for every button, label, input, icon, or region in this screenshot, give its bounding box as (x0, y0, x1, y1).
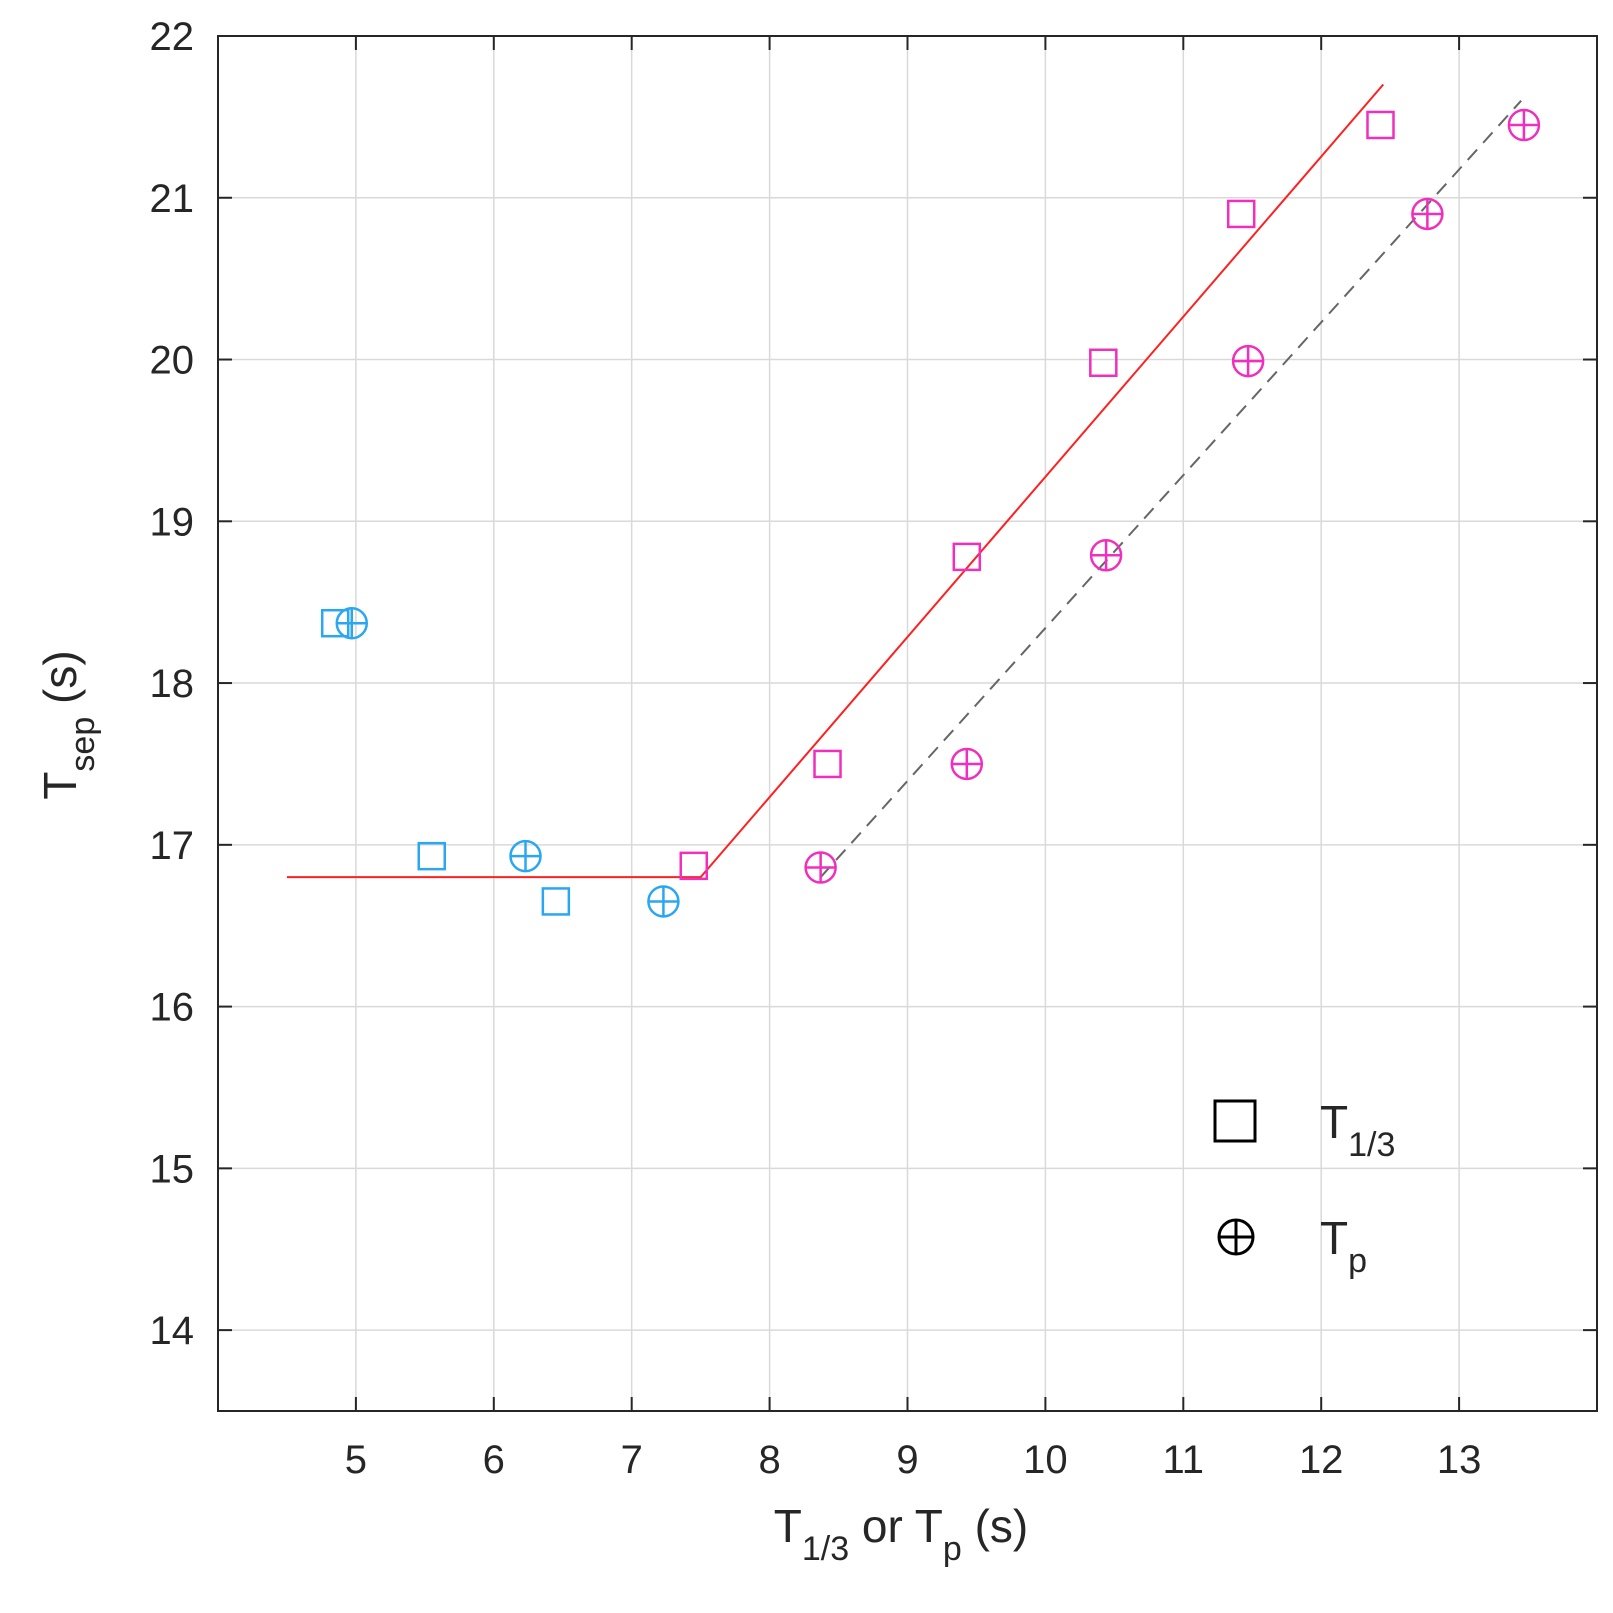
square-marker (679, 851, 709, 881)
solid-fit-line (286, 83, 1385, 879)
x-tick-label: 5 (345, 1438, 367, 1482)
x-tick-label: 11 (1163, 1438, 1205, 1482)
y-axis-title-sub: sep (64, 717, 102, 772)
x-tick-label: 7 (621, 1438, 643, 1482)
circle-plus-marker (509, 839, 542, 873)
ticks (218, 35, 1597, 1411)
y-tick-label: 21 (150, 177, 195, 221)
legend-label-t13: T1/3 (1320, 1096, 1395, 1164)
square-marker (1226, 199, 1256, 229)
square-marker (417, 841, 446, 871)
tick-labels: 5 6 7 8 9 10 11 12 13 14 15 16 17 18 19 20 21 22 (150, 15, 1482, 1482)
legend-label-tp: Tp (1320, 1212, 1367, 1280)
y-tick-label: 16 (150, 986, 195, 1030)
y-tick-label: 20 (150, 339, 195, 383)
x-axis-title: T1/3 or Tp (s) (774, 1500, 1028, 1568)
square-marker (813, 749, 842, 779)
circle-plus-marker (1411, 197, 1444, 231)
y-tick-label: 19 (150, 500, 195, 544)
y-tick-label: 17 (150, 824, 195, 868)
circle-plus-marker (950, 747, 984, 781)
y-tick-label: 22 (150, 15, 195, 59)
fit-lines (286, 83, 1522, 879)
legend-square-marker (1213, 1099, 1257, 1143)
legend: T1/3 Tp (1213, 1096, 1395, 1280)
x-axis-title-mid: or T (849, 1500, 943, 1552)
circle-plus-marker (335, 606, 369, 640)
square-marker (952, 542, 982, 572)
x-tick-label: 13 (1437, 1438, 1482, 1482)
grid (218, 35, 1597, 1411)
x-tick-label: 6 (483, 1438, 505, 1482)
circle-plus-marker (1507, 108, 1541, 142)
x-tick-label: 8 (758, 1438, 780, 1482)
x-tick-label: 9 (896, 1438, 918, 1482)
x-tick-label: 10 (1023, 1438, 1068, 1482)
y-tick-label: 18 (150, 662, 195, 706)
x-axis-title-main: T (774, 1500, 802, 1552)
x-axis-title-sub2: p (943, 1530, 962, 1568)
circle-plus-marker (647, 885, 680, 918)
circle-plus-marker (804, 851, 837, 884)
data-points (320, 108, 1541, 918)
circle-plus-marker (1231, 344, 1265, 378)
square-marker (541, 887, 571, 916)
square-marker (1089, 348, 1118, 378)
x-axis-title-sub: 1/3 (802, 1530, 849, 1568)
y-axis-title-unit: (s) (34, 650, 86, 716)
legend-circle-plus-marker (1217, 1218, 1255, 1256)
y-tick-label: 15 (150, 1147, 195, 1191)
y-tick-label: 14 (150, 1309, 195, 1353)
dashed-fit-line (819, 100, 1522, 878)
circle-plus-marker (1089, 539, 1123, 572)
x-tick-label: 12 (1299, 1438, 1344, 1482)
x-axis-title-unit: (s) (962, 1500, 1028, 1552)
square-marker (1366, 110, 1395, 140)
y-axis-title: Tsep (s) (34, 650, 102, 799)
y-axis-title-main: T (34, 772, 86, 800)
